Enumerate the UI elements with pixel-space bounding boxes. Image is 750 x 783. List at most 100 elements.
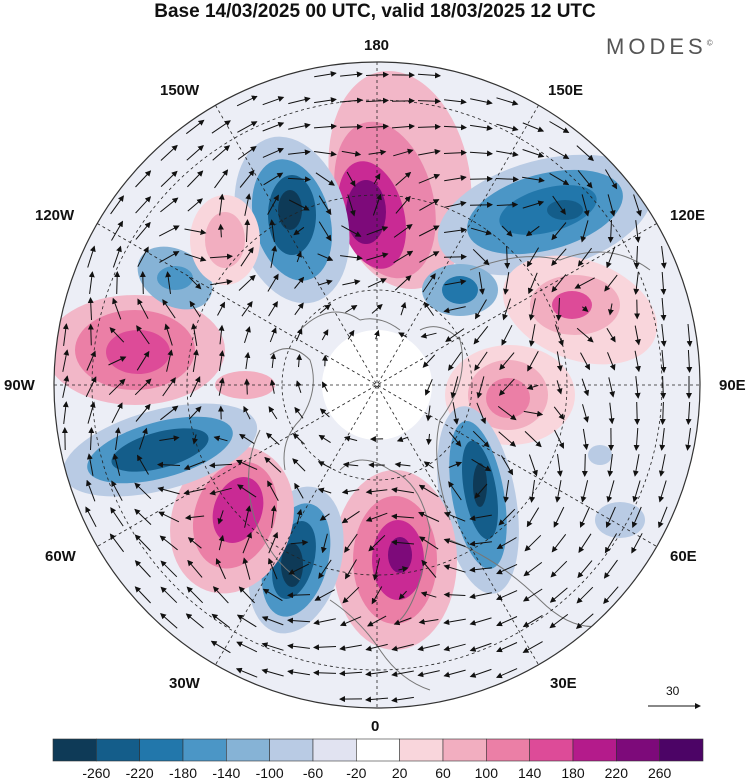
wind-vector — [137, 298, 149, 319]
map-disk — [54, 62, 700, 708]
anomaly-high-europe — [333, 470, 457, 650]
wind-vector — [393, 617, 412, 626]
wind-vector — [371, 586, 383, 605]
wind-vector — [398, 332, 408, 338]
wind-vector — [262, 122, 285, 132]
wind-vector — [495, 668, 518, 679]
wind-vector — [236, 614, 257, 628]
wind-vector — [261, 616, 284, 626]
wind-vector — [522, 200, 545, 209]
wind-vector — [473, 325, 489, 345]
wind-vector — [391, 539, 415, 546]
wind-vector — [87, 297, 94, 321]
wind-vector — [581, 378, 590, 397]
wind-vector — [365, 488, 388, 495]
colorbar-tick-label: 20 — [391, 765, 408, 781]
wind-vector — [187, 198, 203, 212]
wind-vector — [87, 323, 94, 346]
wind-vector — [582, 404, 590, 423]
colorbar-swatch — [269, 738, 314, 762]
wind-vector — [549, 121, 570, 134]
wind-vector — [62, 349, 70, 372]
wind-vector — [268, 301, 278, 317]
wind-vector — [495, 176, 519, 183]
wind-vector — [498, 508, 516, 526]
wind-vector — [296, 508, 303, 525]
colorbar-swatch — [486, 738, 530, 762]
wind-vector — [346, 171, 356, 187]
wind-vector — [603, 559, 618, 579]
wind-vector — [526, 247, 540, 268]
wind-vector — [210, 640, 231, 654]
wind-vector — [87, 401, 96, 424]
wind-vector — [318, 221, 332, 242]
wind-vector — [294, 406, 304, 419]
wind-vector — [235, 667, 258, 678]
wind-vector — [582, 428, 589, 451]
colorbar-swatch — [96, 738, 140, 762]
wind-vector — [474, 351, 488, 371]
anomaly-high-west-atlantic — [170, 446, 294, 594]
wind-vector — [287, 643, 310, 650]
wind-vector — [243, 405, 251, 420]
wind-vector — [394, 461, 411, 468]
wind-vector — [553, 406, 565, 420]
wind-vector — [345, 304, 358, 313]
wind-vector — [634, 325, 641, 346]
wind-vector — [495, 590, 518, 601]
colorbar-swatch — [139, 738, 184, 762]
colorbar-swatch — [399, 738, 444, 762]
wind-vector — [556, 380, 563, 395]
wind-vector — [112, 297, 122, 320]
colorbar-tick-label: 260 — [647, 765, 672, 781]
wind-vector — [448, 351, 462, 371]
wind-vector — [160, 586, 178, 604]
wind-vector — [347, 194, 356, 217]
wind-vector — [579, 506, 590, 528]
wind-vector — [660, 297, 667, 321]
wind-vector — [288, 96, 311, 105]
wind-vector — [184, 514, 205, 521]
wind-vector — [159, 535, 178, 551]
wind-vector — [296, 353, 303, 368]
wind-vector — [239, 433, 255, 445]
wind-vector — [576, 145, 594, 162]
wind-vector — [524, 534, 542, 552]
wind-vector — [391, 696, 414, 703]
lon-label-150w: 150W — [160, 82, 200, 99]
wind-vector — [218, 324, 225, 345]
wind-vector — [213, 435, 228, 442]
wind-vector — [136, 350, 150, 371]
wind-vector — [452, 402, 459, 425]
wind-vector — [214, 169, 229, 189]
wind-vector — [158, 511, 180, 523]
wind-vector — [268, 531, 279, 554]
wind-vector — [318, 559, 332, 579]
wind-vector — [391, 513, 415, 520]
wind-vector — [470, 98, 493, 106]
wind-vector — [469, 592, 492, 600]
wind-vector — [553, 506, 565, 528]
wind-vector — [500, 455, 514, 476]
map-boundary — [53, 61, 701, 709]
wind-vector — [556, 351, 563, 372]
wind-vector — [574, 277, 595, 289]
wind-vector — [476, 402, 487, 425]
wind-vector — [448, 481, 462, 501]
wind-vector — [110, 507, 124, 527]
wind-vector — [211, 613, 231, 629]
wind-vector — [632, 454, 640, 477]
wind-vector — [366, 252, 389, 261]
wind-vector — [606, 328, 616, 343]
wind-vector — [238, 274, 256, 291]
wind-vector — [419, 199, 440, 211]
lon-label-60e: 60E — [670, 548, 697, 565]
wind-vector — [261, 642, 284, 651]
colorbar-swatch — [356, 738, 400, 762]
wind-vector — [522, 614, 543, 628]
wind-vector — [270, 505, 277, 528]
lon-label-180: 180 — [364, 37, 390, 54]
wind-vector — [134, 378, 152, 396]
wind-vector — [267, 557, 278, 580]
wind-vector — [529, 480, 536, 503]
